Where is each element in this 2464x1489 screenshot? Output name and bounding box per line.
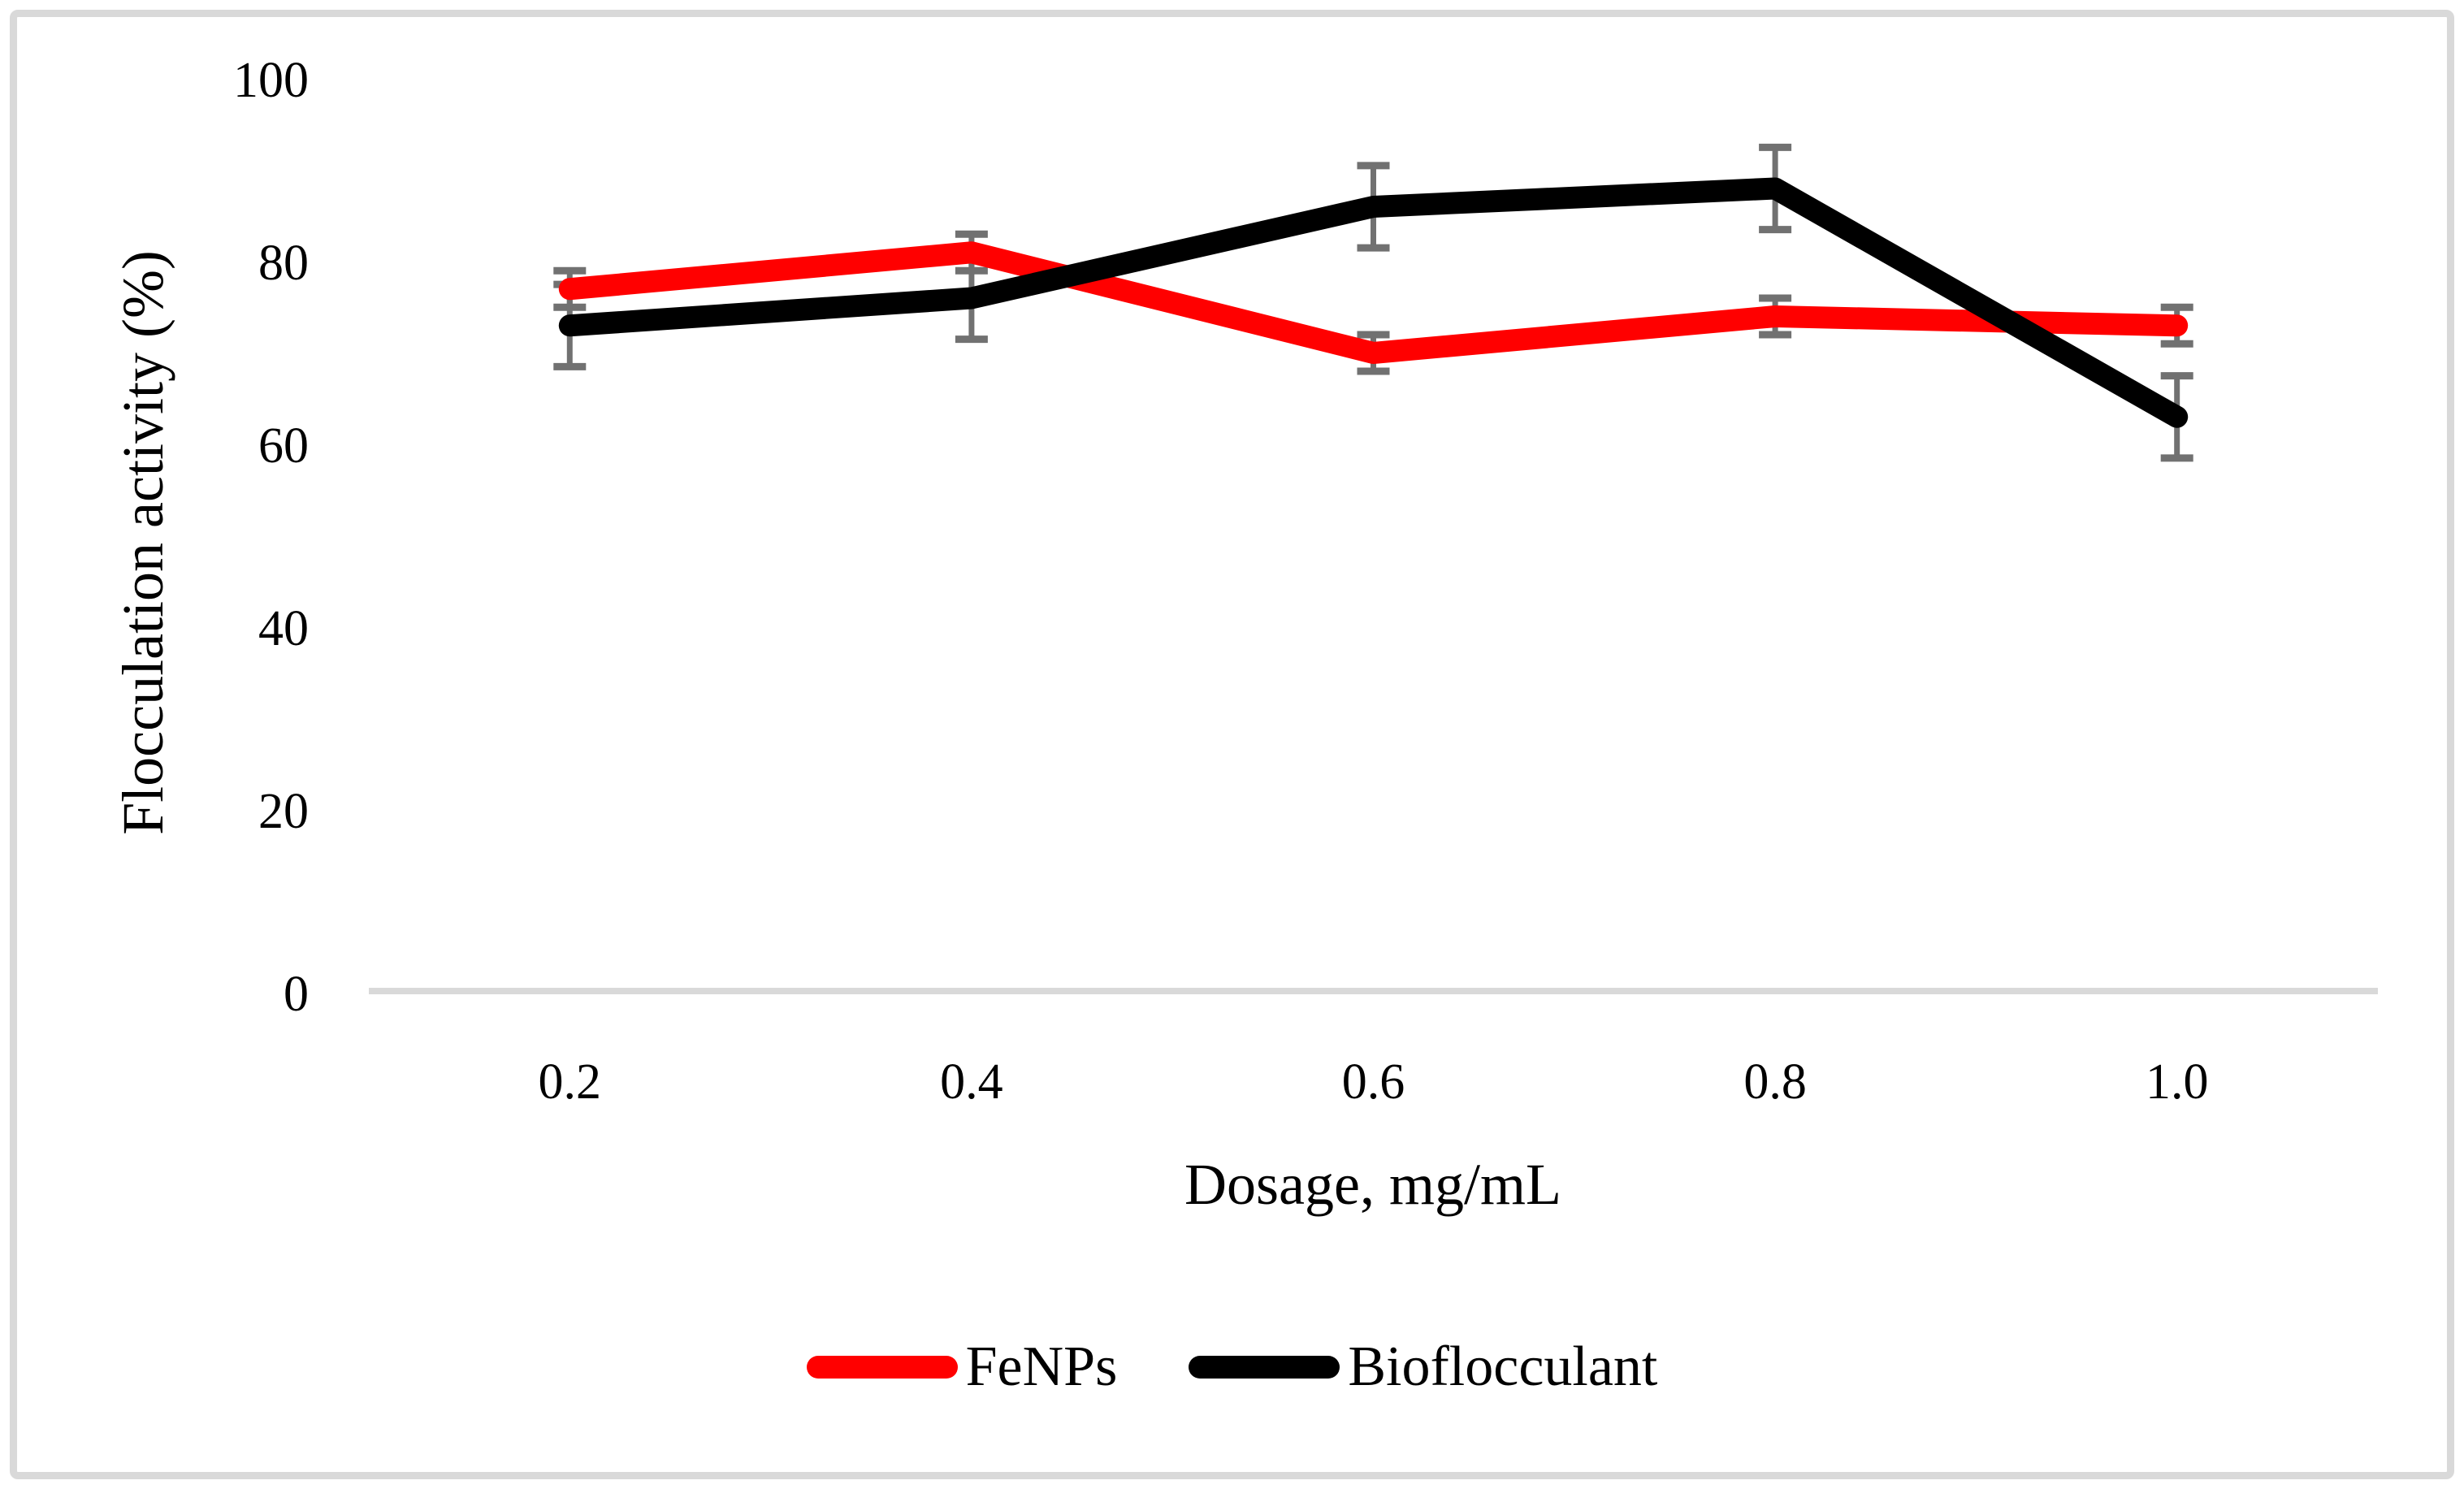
y-tick-label: 100 [233, 53, 309, 108]
legend-item-fenps: FeNPs [806, 1335, 1118, 1398]
x-tick-label: 0.6 [1342, 1054, 1405, 1110]
x-tick-label: 0.2 [539, 1054, 602, 1110]
y-axis-tick-labels: 0 20 40 60 80 100 [233, 53, 309, 1022]
y-tick-label: 60 [258, 418, 309, 474]
legend: FeNPs Bioflocculant [0, 1339, 2464, 1396]
fenps-line-swatch [806, 1356, 958, 1379]
y-tick-label: 20 [258, 784, 309, 839]
series-line-fenps [558, 241, 2189, 364]
series-lines [558, 177, 2189, 428]
x-axis-title: Dosage, mg/mL [1184, 1152, 1561, 1217]
legend-label-bioflocculant: Bioflocculant [1348, 1335, 1658, 1398]
x-axis-line [369, 988, 2378, 994]
x-tick-label: 0.4 [940, 1054, 1003, 1110]
x-tick-label: 0.8 [1743, 1054, 1807, 1110]
y-tick-label: 40 [258, 601, 309, 656]
bioflocculant-line-swatch [1189, 1356, 1340, 1379]
y-tick-label: 0 [284, 967, 309, 1022]
x-tick-label: 1.0 [2146, 1054, 2209, 1110]
x-axis-tick-labels: 0.2 0.4 0.6 0.8 1.0 [539, 1054, 2209, 1110]
legend-label-fenps: FeNPs [965, 1335, 1118, 1398]
series-line-bioflocculant [558, 177, 2189, 428]
y-axis-title: Flocculation activity (%) [110, 250, 175, 835]
y-tick-label: 80 [258, 236, 309, 291]
legend-item-bioflocculant: Bioflocculant [1189, 1339, 1657, 1396]
